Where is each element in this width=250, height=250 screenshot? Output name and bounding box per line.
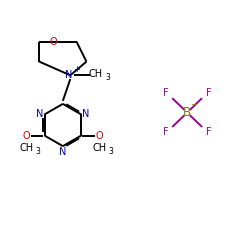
Text: CH: CH <box>19 144 34 154</box>
Text: CH: CH <box>92 144 106 154</box>
Text: CH: CH <box>88 69 103 79</box>
Text: 3: 3 <box>109 147 114 156</box>
Text: F: F <box>163 127 168 137</box>
Text: O: O <box>22 130 30 140</box>
Text: O: O <box>96 130 103 140</box>
Text: +: + <box>74 65 80 74</box>
Text: F: F <box>206 88 212 98</box>
Text: N: N <box>36 110 43 120</box>
Text: F: F <box>206 127 212 137</box>
Text: N: N <box>82 110 90 120</box>
Text: 3: 3 <box>36 147 41 156</box>
Text: N: N <box>59 146 66 156</box>
Text: F: F <box>163 88 168 98</box>
Text: −: − <box>190 100 198 109</box>
Text: N: N <box>66 70 73 80</box>
Text: B: B <box>183 106 191 119</box>
Text: O: O <box>49 37 57 47</box>
Text: 3: 3 <box>106 73 110 82</box>
